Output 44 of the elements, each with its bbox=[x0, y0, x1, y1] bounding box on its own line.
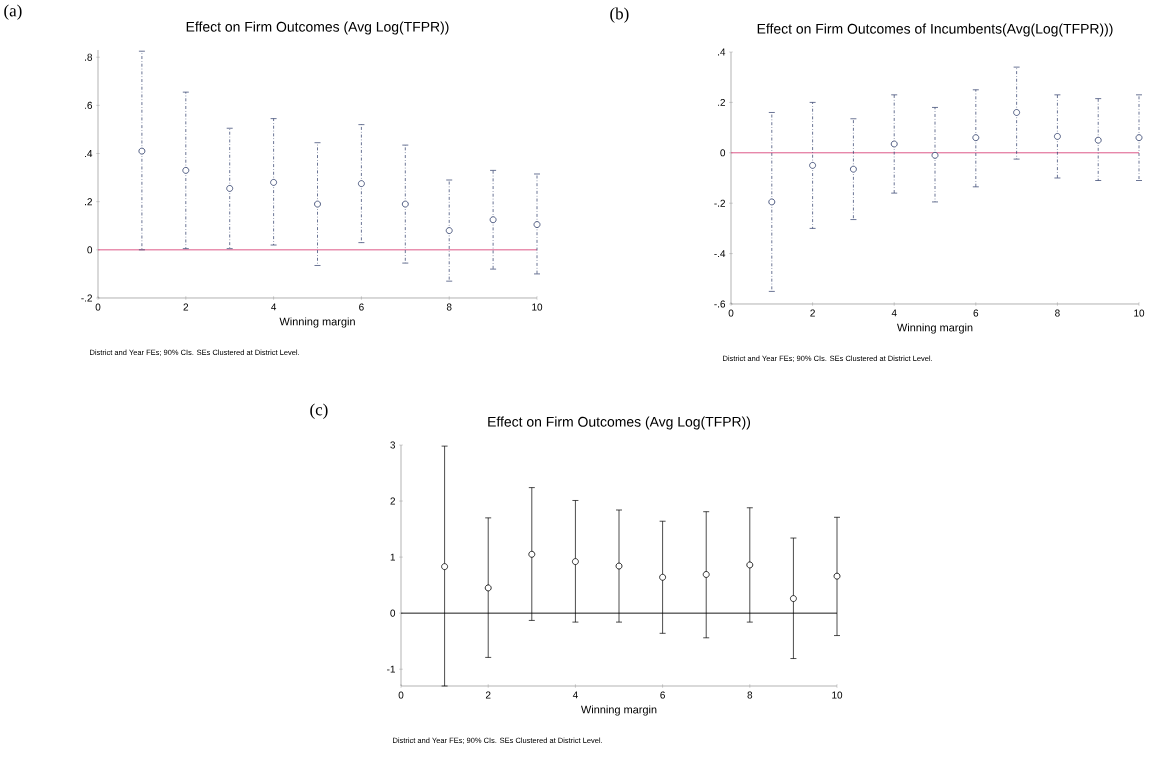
y-tick-label: 0 bbox=[390, 609, 396, 617]
x-tick-label: 0 bbox=[95, 303, 101, 311]
y-tick-label: 2 bbox=[390, 497, 395, 505]
text: (b) bbox=[610, 7, 629, 23]
x-tick-label: 2 bbox=[810, 309, 815, 317]
y-tick-label: -1 bbox=[387, 665, 396, 673]
y-tick-label: .6 bbox=[85, 101, 93, 109]
x-tick-label: 10 bbox=[832, 691, 843, 699]
x-tick-label: 6 bbox=[660, 691, 665, 699]
y-tick-label: 0 bbox=[720, 149, 726, 157]
x-tick-label: 4 bbox=[891, 309, 897, 317]
x-tick-label: 8 bbox=[747, 691, 753, 699]
x-tick-label: 6 bbox=[359, 303, 364, 311]
x-tick-label: 8 bbox=[1055, 309, 1060, 317]
chart-title: Effect on Firm Outcomes (Avg Log(TFPR)) bbox=[488, 416, 751, 430]
chart-title: Effect on Firm Outcomes of Incumbents(Avg(Log(TFPR))) bbox=[757, 23, 1113, 37]
y-tick-label: .2 bbox=[718, 98, 725, 106]
x-tick-label: 10 bbox=[1134, 309, 1145, 317]
x-axis-title: Winning margin bbox=[279, 317, 355, 328]
y-tick-label: 0 bbox=[87, 246, 93, 254]
text: (a) bbox=[4, 4, 22, 20]
x-tick-label: 0 bbox=[398, 691, 404, 699]
x-tick-label: 4 bbox=[271, 303, 277, 311]
y-tick-label: -.6 bbox=[714, 300, 726, 308]
y-tick-label: .8 bbox=[85, 53, 93, 61]
y-tick-label: .4 bbox=[85, 150, 93, 157]
y-tick-label: .4 bbox=[718, 48, 726, 56]
x-tick-label: 10 bbox=[532, 303, 543, 311]
x-tick-label: 4 bbox=[572, 691, 578, 699]
x-tick-label: 8 bbox=[446, 303, 452, 311]
x-axis-title: Winning margin bbox=[896, 323, 973, 334]
x-tick-label: 2 bbox=[183, 303, 189, 311]
x-tick-label: 0 bbox=[728, 309, 734, 317]
y-tick-label: -.2 bbox=[81, 294, 92, 302]
x-tick-label: 6 bbox=[973, 309, 979, 317]
y-tick-label: 3 bbox=[390, 441, 396, 449]
chart-title: Effect on Firm Outcomes (Avg Log(TFPR)) bbox=[186, 21, 449, 35]
y-tick-label: .2 bbox=[85, 198, 92, 206]
y-tick-label: -.4 bbox=[714, 250, 726, 258]
y-tick-label: -.2 bbox=[714, 199, 725, 207]
x-tick-label: 2 bbox=[485, 691, 491, 699]
x-axis-title: Winning margin bbox=[580, 705, 657, 716]
text: (c) bbox=[310, 403, 328, 419]
y-tick-label: 1 bbox=[390, 553, 396, 561]
